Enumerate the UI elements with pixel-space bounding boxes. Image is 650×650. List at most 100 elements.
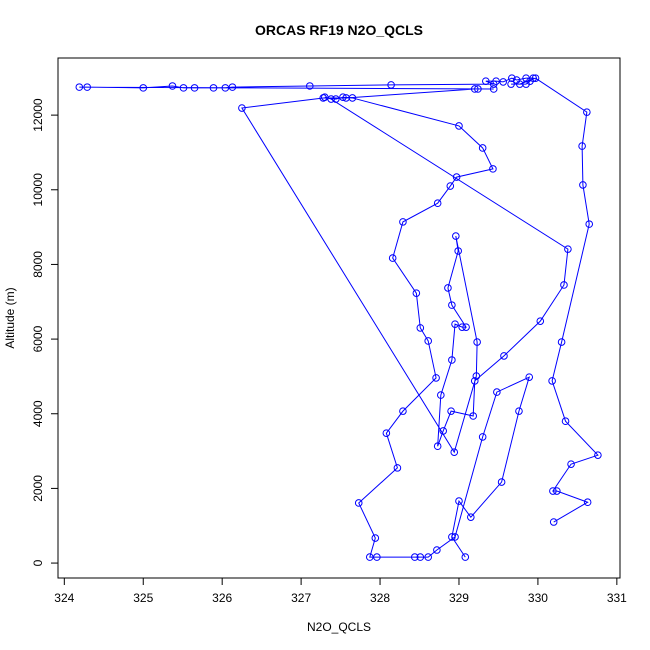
data-point	[578, 142, 586, 150]
data-point	[455, 497, 463, 505]
data-point	[594, 451, 602, 459]
data-point	[469, 412, 477, 420]
data-point	[583, 108, 591, 116]
y-tick-label: 0	[31, 559, 45, 566]
data-point	[327, 95, 335, 103]
data-point	[416, 553, 425, 561]
data-point	[433, 199, 442, 208]
data-point	[451, 533, 459, 541]
data-point	[432, 374, 440, 382]
data-point	[470, 377, 479, 385]
data-point	[525, 373, 534, 381]
data-point	[393, 464, 402, 472]
data-point	[461, 553, 470, 561]
data-point	[424, 337, 432, 345]
data-point	[448, 533, 456, 541]
data-point	[439, 427, 447, 435]
data-point	[489, 85, 498, 93]
y-tick-label: 6000	[31, 325, 45, 352]
data-point	[387, 81, 395, 89]
data-point	[557, 338, 566, 346]
data-point	[500, 352, 508, 360]
y-tick-label: 8000	[31, 251, 45, 278]
data-point	[238, 104, 246, 112]
data-point	[444, 284, 452, 292]
data-point	[560, 281, 568, 289]
data-point	[549, 518, 558, 526]
x-tick-label: 331	[607, 591, 627, 605]
data-point	[446, 182, 455, 190]
data-point	[382, 429, 391, 437]
data-point	[373, 553, 381, 561]
data-point	[473, 338, 481, 346]
data-point	[482, 77, 490, 85]
data-point	[450, 448, 459, 456]
data-point	[424, 553, 432, 561]
x-tick-label: 328	[370, 591, 390, 605]
data-point	[489, 165, 497, 173]
data-point	[371, 534, 380, 542]
data-point	[561, 417, 570, 426]
data-point	[497, 478, 506, 486]
data-point	[139, 84, 148, 92]
data-point	[583, 498, 592, 507]
data-point	[190, 84, 199, 92]
data-point	[499, 78, 507, 86]
data-point	[493, 388, 501, 396]
data-point	[467, 513, 475, 521]
data-point	[454, 247, 462, 255]
data-point	[553, 487, 561, 495]
data-point	[399, 407, 407, 415]
data-point	[451, 320, 459, 328]
data-line	[79, 77, 599, 558]
data-point	[564, 245, 572, 253]
data-point	[388, 254, 397, 262]
data-point	[437, 391, 445, 399]
data-point	[515, 80, 524, 88]
data-point	[567, 460, 575, 468]
x-axis-label: N2O_QCLS	[307, 620, 371, 634]
y-tick-label: 12000	[31, 98, 45, 132]
x-tick-label: 324	[54, 591, 74, 605]
plot-frame	[57, 57, 621, 579]
x-tick-label: 325	[133, 591, 153, 605]
y-tick-label: 2000	[31, 475, 45, 502]
data-point	[305, 82, 314, 90]
data-point	[455, 122, 463, 130]
data-point	[433, 546, 441, 554]
data-point	[452, 232, 460, 240]
data-point	[416, 324, 425, 332]
data-point	[83, 83, 92, 91]
data-point	[474, 85, 482, 93]
data-point	[209, 84, 218, 92]
data-point	[168, 82, 177, 90]
data-point	[221, 84, 230, 92]
data-point	[332, 95, 340, 103]
data-point	[365, 553, 374, 561]
chart-title: ORCAS RF19 N2O_QCLS	[255, 22, 423, 38]
data-point	[478, 144, 487, 152]
data-point	[492, 77, 500, 85]
y-tick-label: 10000	[31, 173, 45, 207]
data-point	[228, 83, 237, 91]
data-point	[342, 94, 350, 102]
data-point	[579, 181, 587, 189]
data-point	[478, 433, 487, 441]
data-point	[531, 74, 540, 82]
data-point	[470, 85, 479, 93]
data-point	[462, 323, 470, 331]
y-tick-label: 4000	[31, 400, 45, 427]
x-tick-label: 330	[528, 591, 548, 605]
data-point	[179, 84, 188, 92]
data-point	[458, 323, 466, 331]
data-point	[507, 80, 515, 88]
data-point	[339, 93, 347, 101]
data-point	[508, 74, 516, 82]
data-point	[452, 173, 461, 181]
x-tick-label: 326	[212, 591, 232, 605]
data-point	[75, 83, 84, 91]
data-point	[412, 289, 421, 297]
data-point	[319, 94, 328, 102]
